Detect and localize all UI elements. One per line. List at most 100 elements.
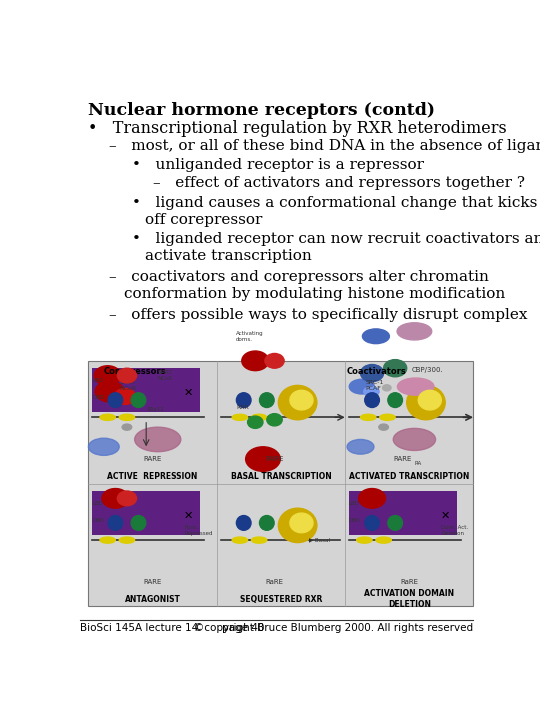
Text: Nuclear hormone receptors (contd): Nuclear hormone receptors (contd): [89, 102, 435, 119]
Text: •   unliganded receptor is a repressor: • unliganded receptor is a repressor: [132, 158, 424, 173]
Ellipse shape: [388, 392, 402, 408]
Text: ▶ Basal: ▶ Basal: [309, 538, 330, 543]
Text: DBD: DBD: [349, 518, 361, 523]
Ellipse shape: [356, 537, 372, 543]
Ellipse shape: [252, 414, 267, 420]
Text: LBD: LBD: [92, 501, 103, 505]
Ellipse shape: [119, 414, 134, 420]
Text: ✕: ✕: [441, 510, 450, 521]
Ellipse shape: [379, 424, 388, 431]
Ellipse shape: [382, 384, 391, 391]
Ellipse shape: [131, 392, 146, 408]
Text: –   most, or all of these bind DNA in the absence of ligand: – most, or all of these bind DNA in the …: [109, 139, 540, 153]
Ellipse shape: [290, 390, 313, 410]
Text: activate transcription: activate transcription: [145, 249, 312, 264]
Ellipse shape: [397, 323, 432, 340]
Text: Dom. Act.
Deletion: Dom. Act. Deletion: [441, 525, 469, 536]
Ellipse shape: [108, 392, 123, 408]
Ellipse shape: [380, 414, 395, 420]
Ellipse shape: [265, 354, 284, 368]
Ellipse shape: [361, 414, 376, 420]
Text: page 40: page 40: [222, 623, 265, 632]
Text: LBD: LBD: [92, 378, 103, 383]
Ellipse shape: [100, 414, 116, 420]
Ellipse shape: [359, 489, 386, 508]
Ellipse shape: [364, 392, 380, 408]
Text: LBD: LBD: [349, 501, 360, 505]
Text: SMRT
NCoR: SMRT NCoR: [158, 370, 173, 381]
Text: off corepressor: off corepressor: [145, 213, 262, 227]
Text: DBD: DBD: [92, 395, 104, 400]
Ellipse shape: [89, 438, 119, 455]
Text: ✕: ✕: [184, 510, 193, 521]
Ellipse shape: [237, 516, 251, 531]
Text: CBP/300.: CBP/300.: [412, 367, 443, 373]
Text: BASAL TRANSCRIPTION: BASAL TRANSCRIPTION: [231, 472, 332, 481]
Ellipse shape: [260, 516, 274, 531]
Ellipse shape: [119, 537, 134, 543]
Ellipse shape: [237, 392, 251, 408]
Ellipse shape: [100, 537, 116, 543]
Ellipse shape: [290, 513, 313, 533]
Text: SEQUESTERED RXR: SEQUESTERED RXR: [240, 595, 322, 603]
Text: DBD: DBD: [92, 518, 104, 523]
Ellipse shape: [232, 537, 247, 543]
Text: ✕: ✕: [184, 388, 193, 397]
Ellipse shape: [362, 329, 389, 343]
Ellipse shape: [267, 413, 282, 426]
Text: RARE: RARE: [144, 579, 162, 585]
Text: ACTIVATED TRANSCRIPTION: ACTIVATED TRANSCRIPTION: [349, 472, 469, 481]
Ellipse shape: [246, 447, 280, 472]
Ellipse shape: [108, 516, 123, 531]
Ellipse shape: [102, 489, 129, 508]
Ellipse shape: [114, 389, 136, 405]
Text: conformation by modulating histone modification: conformation by modulating histone modif…: [124, 287, 505, 301]
Text: ANTAGONIST: ANTAGONIST: [125, 595, 180, 603]
Text: RaRE: RaRE: [400, 579, 418, 585]
Ellipse shape: [361, 364, 383, 382]
Ellipse shape: [383, 359, 407, 377]
Text: –   offers possible ways to specifically disrupt complex: – offers possible ways to specifically d…: [109, 307, 528, 322]
Ellipse shape: [364, 387, 379, 397]
Text: •   ligand causes a conformational change that kicks: • ligand causes a conformational change …: [132, 196, 538, 210]
Ellipse shape: [418, 390, 441, 410]
Text: BioSci 145A lecture 14: BioSci 145A lecture 14: [80, 623, 198, 632]
Text: Activating
doms.: Activating doms.: [236, 331, 264, 342]
Text: RARE: RARE: [265, 456, 284, 462]
Text: RA: RA: [414, 462, 422, 467]
Ellipse shape: [407, 385, 445, 420]
Ellipse shape: [397, 378, 434, 395]
Ellipse shape: [376, 537, 392, 543]
Text: Coactivators: Coactivators: [346, 367, 406, 376]
Text: RaRE: RaRE: [266, 579, 284, 585]
Text: ©copyright Bruce Blumberg 2000. All rights reserved: ©copyright Bruce Blumberg 2000. All righ…: [194, 623, 474, 632]
Ellipse shape: [247, 416, 263, 428]
Ellipse shape: [252, 537, 267, 543]
Bar: [89, 361, 474, 606]
Ellipse shape: [349, 379, 374, 394]
Ellipse shape: [347, 439, 374, 454]
Ellipse shape: [388, 516, 402, 531]
Ellipse shape: [278, 508, 317, 543]
Text: RARE: RARE: [144, 456, 162, 462]
Text: SMRT
NCoR: SMRT NCoR: [119, 380, 137, 391]
Ellipse shape: [117, 491, 137, 505]
Text: ACTIVE  REPRESSION: ACTIVE REPRESSION: [107, 472, 198, 481]
Ellipse shape: [278, 385, 317, 420]
Text: •   liganded receptor can now recruit coactivators and: • liganded receptor can now recruit coac…: [132, 233, 540, 246]
Bar: [92, 491, 200, 535]
Ellipse shape: [260, 392, 274, 408]
Ellipse shape: [122, 424, 132, 431]
Text: SRC-1
PCAF: SRC-1 PCAF: [366, 380, 384, 391]
Text: ACTIVATION DOMAIN
DELETION: ACTIVATION DOMAIN DELETION: [364, 590, 454, 608]
Ellipse shape: [232, 414, 247, 420]
Text: SRp12: SRp12: [146, 408, 164, 413]
Ellipse shape: [134, 427, 181, 451]
Ellipse shape: [131, 516, 146, 531]
Ellipse shape: [94, 366, 121, 385]
Text: RXR: RXR: [236, 405, 249, 410]
Text: –   coactivators and corepressors alter chromatin: – coactivators and corepressors alter ch…: [109, 270, 489, 284]
Ellipse shape: [242, 351, 269, 371]
Ellipse shape: [393, 428, 436, 451]
Ellipse shape: [364, 516, 380, 531]
